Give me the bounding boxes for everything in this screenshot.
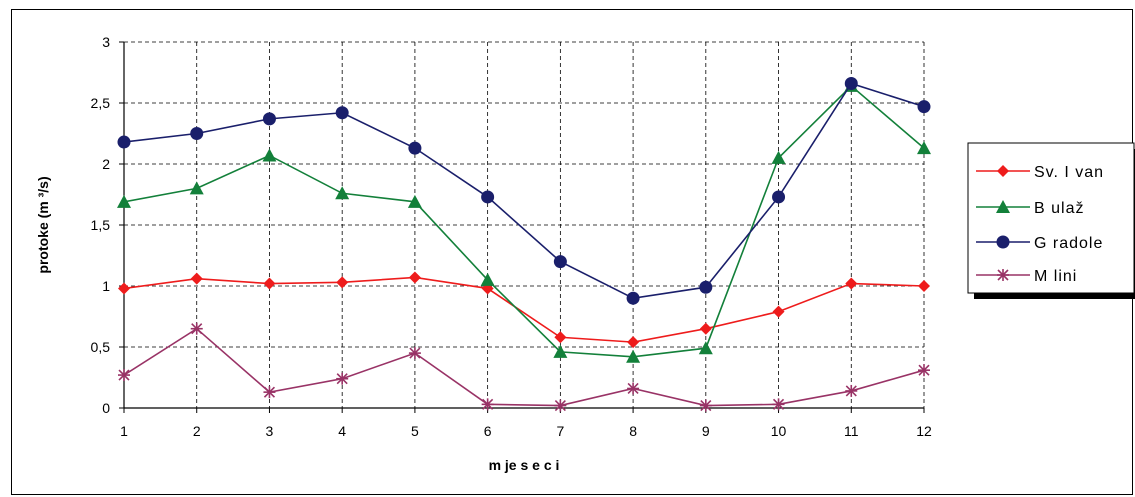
- x-tick-label: 4: [338, 423, 346, 439]
- y-tick-label: 2: [102, 156, 110, 172]
- data-point: [118, 369, 130, 382]
- data-point: [262, 148, 277, 162]
- y-tick-label: 1: [102, 278, 110, 294]
- data-point: [263, 386, 276, 399]
- series-2: [117, 78, 931, 363]
- data-point: [481, 190, 495, 204]
- series-line: [123, 82, 925, 300]
- data-point: [917, 141, 931, 155]
- x-tick-label: 9: [702, 423, 710, 439]
- data-point: [189, 181, 204, 195]
- data-point: [336, 372, 349, 385]
- data-point: [190, 272, 203, 285]
- data-point: [771, 150, 786, 164]
- data-point: [698, 341, 713, 355]
- series-4: [118, 322, 930, 412]
- data-point: [553, 255, 567, 269]
- data-point: [554, 331, 567, 344]
- data-point: [772, 305, 785, 318]
- data-point: [699, 280, 713, 294]
- x-tick-label: 6: [484, 423, 492, 439]
- series-line: [123, 276, 925, 343]
- x-tick-label: 3: [266, 423, 274, 439]
- legend-label: Sv. I van: [1034, 164, 1104, 181]
- y-tick-label: 0: [102, 400, 110, 416]
- data-point: [480, 272, 495, 286]
- legend: Sv. I van B ulaž G radole M lini: [967, 142, 1135, 299]
- y-tick-label: 1,5: [91, 217, 111, 233]
- data-point: [845, 277, 858, 290]
- x-tick-label: 1: [120, 423, 128, 439]
- data-point: [699, 399, 712, 412]
- data-point: [553, 344, 568, 358]
- legend-entry: Sv. I van: [976, 164, 1104, 181]
- data-point: [918, 364, 930, 377]
- data-point: [117, 194, 131, 208]
- data-point: [190, 127, 204, 140]
- data-point: [408, 141, 422, 155]
- data-point: [918, 280, 930, 292]
- x-tick-label: 8: [629, 423, 637, 439]
- x-axis-title: m je s e c i: [489, 457, 560, 473]
- y-axis-title: protoke (m ³/s): [35, 176, 51, 273]
- x-tick-label: 5: [411, 423, 419, 439]
- x-tick-label: 10: [771, 423, 787, 439]
- legend-entry: G radole: [976, 235, 1103, 252]
- data-point: [626, 349, 641, 363]
- x-tick-label: 2: [193, 423, 201, 439]
- chart-frame: [11, 9, 1133, 495]
- legend-marker: [996, 200, 1010, 213]
- data-point: [481, 398, 494, 411]
- series-line: [123, 327, 925, 407]
- legend-entry: B ulaž: [976, 200, 1084, 217]
- y-tick-label: 3: [102, 34, 110, 50]
- data-point: [554, 399, 567, 412]
- data-point: [772, 190, 786, 204]
- tick-labels: 00,511,522,531 2 3 4 5 6 7 8 9 10 11 12: [91, 34, 932, 439]
- data-point: [262, 112, 276, 126]
- series-line: [123, 84, 925, 358]
- legend-label: G radole: [1034, 235, 1103, 252]
- data-point: [627, 382, 640, 395]
- legend-box: [967, 142, 1135, 294]
- legend-label: B ulaž: [1034, 200, 1084, 217]
- data-point: [845, 384, 858, 397]
- data-point: [117, 135, 131, 149]
- legend-label: M lini: [1034, 268, 1077, 285]
- legend-marker: [996, 235, 1010, 249]
- x-tick-label: 7: [556, 423, 564, 439]
- data-point: [626, 291, 640, 305]
- data-point: [627, 336, 640, 349]
- data-point: [335, 186, 350, 200]
- series-1: [118, 271, 930, 349]
- data-point: [336, 276, 349, 289]
- data-point: [408, 271, 421, 284]
- data-point: [844, 76, 858, 90]
- data-point: [408, 347, 421, 360]
- series-3: [117, 76, 931, 305]
- data-point: [335, 106, 349, 120]
- data-point: [118, 282, 130, 295]
- legend-marker: [997, 165, 1009, 177]
- data-point: [263, 277, 276, 290]
- grid: [124, 41, 925, 408]
- data-point: [772, 398, 785, 411]
- y-tick-label: 2,5: [91, 95, 111, 111]
- data-point: [190, 322, 203, 335]
- data-point: [917, 100, 931, 114]
- x-tick-label: 12: [916, 423, 932, 439]
- y-tick-label: 0,5: [91, 339, 111, 355]
- data-point: [407, 194, 422, 208]
- legend-marker: [997, 269, 1009, 281]
- axes: [119, 41, 925, 413]
- series-layer: [117, 76, 931, 412]
- x-tick-label: 11: [844, 423, 859, 439]
- data-point: [699, 322, 712, 335]
- legend-entry: M lini: [976, 268, 1077, 285]
